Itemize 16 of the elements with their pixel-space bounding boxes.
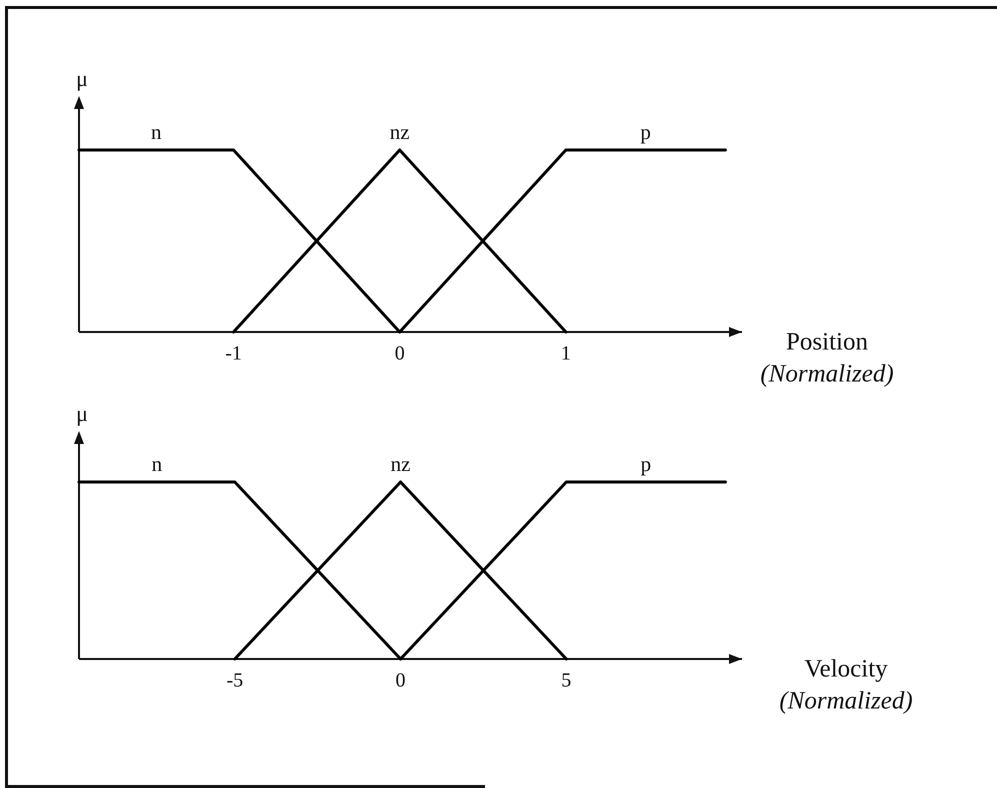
series-label: p bbox=[640, 120, 651, 144]
x-axis-title: Position (Normalized) bbox=[760, 328, 894, 388]
x-tick-label: 0 bbox=[396, 669, 406, 692]
x-tick-label: 0 bbox=[394, 342, 405, 364]
series-label: p bbox=[640, 452, 652, 476]
x-tick-label: -5 bbox=[226, 669, 244, 692]
y-axis-title: μ bbox=[76, 66, 88, 91]
series-label: n bbox=[152, 452, 163, 476]
y-axis-title: μ bbox=[76, 400, 88, 426]
x-axis-title: Velocity (Normalized) bbox=[779, 656, 913, 715]
x-tick-label: -1 bbox=[225, 342, 242, 364]
series-label: nz bbox=[390, 452, 410, 476]
x-tick-label: 5 bbox=[561, 669, 572, 692]
x-tick-label: 1 bbox=[560, 342, 571, 364]
series-label: n bbox=[151, 120, 162, 144]
series-label: nz bbox=[390, 120, 410, 144]
